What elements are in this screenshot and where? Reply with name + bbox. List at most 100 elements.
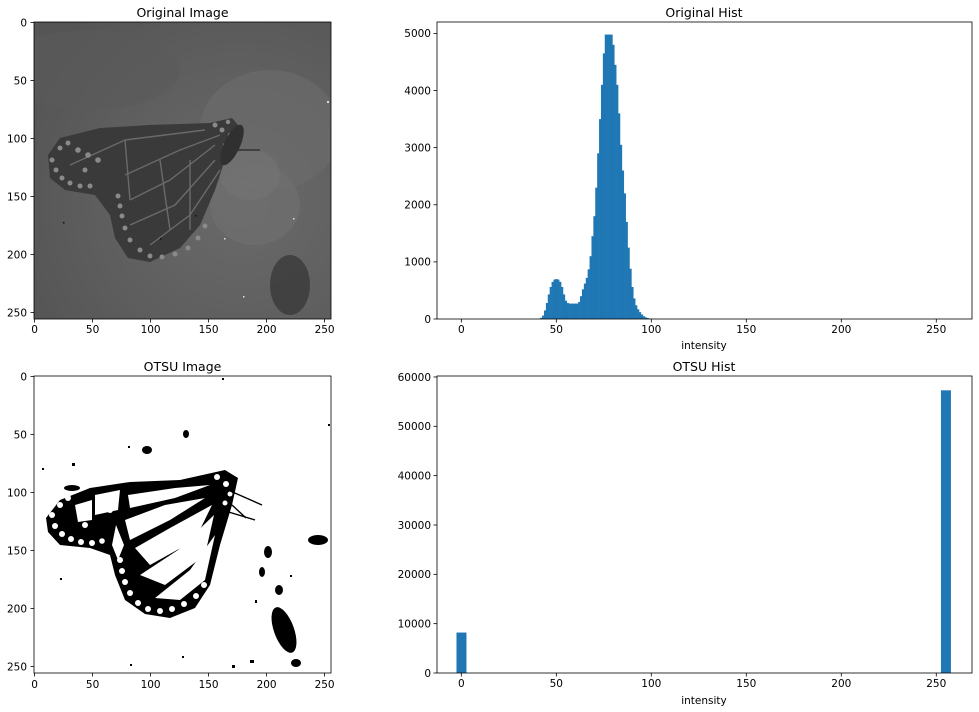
original-hist-bar — [580, 296, 583, 319]
original-hist-bar — [638, 312, 642, 319]
otsu-image-x-tick-200: 200 — [257, 673, 277, 691]
original-hist-y-tick-2000: 2000 — [404, 200, 437, 212]
otsu-image-x-tick-0: 0 — [31, 673, 38, 691]
svg-text:0: 0 — [20, 18, 27, 30]
original-image-panel: Original Image — [7, 5, 335, 336]
original-hist-bar — [555, 279, 558, 319]
original-hist-bar — [562, 294, 566, 319]
original-hist-bar — [547, 294, 550, 319]
original-hist-bar — [621, 170, 625, 319]
otsu-hist-panel: OTSU Hist 0 50 100 150 200 250 0 10000 20000 300… — [398, 359, 973, 707]
svg-text:4000: 4000 — [404, 85, 431, 97]
svg-text:250: 250 — [315, 324, 335, 336]
original-hist-bar — [578, 301, 581, 319]
svg-text:100: 100 — [141, 679, 161, 691]
original-hist-panel: Original Hist 0 50 100 150 200 250 0 1000 2000 3… — [404, 5, 973, 352]
original-image-x-tick-250: 250 — [315, 319, 335, 336]
svg-text:0: 0 — [31, 679, 38, 691]
original-hist-bar — [587, 269, 590, 319]
original-hist-bar — [612, 44, 615, 319]
original-hist-y-tick-3000: 3000 — [404, 142, 437, 154]
original-hist-bar — [616, 84, 619, 319]
otsu-image-title: OTSU Image — [144, 359, 222, 374]
otsu-image-x-tick-50: 50 — [86, 673, 99, 691]
svg-text:50: 50 — [550, 324, 563, 336]
otsu-image-panel: OTSU Image — [7, 359, 335, 691]
original-hist-bars — [540, 34, 653, 320]
original-hist-bar — [568, 303, 571, 319]
otsu-hist-x-tick-100: 100 — [641, 673, 661, 690]
svg-text:0: 0 — [31, 324, 38, 336]
otsu-image-y-tick-150: 150 — [7, 546, 34, 558]
original-hist-x-tick-250: 250 — [926, 319, 946, 336]
original-hist-bar — [633, 298, 636, 319]
original-image-title: Original Image — [136, 5, 228, 20]
otsu-image-y-tick-200: 200 — [7, 604, 34, 616]
original-hist-bar — [553, 279, 556, 319]
original-hist-bar — [593, 216, 596, 319]
otsu-image-x-ticks: 0 50 100 150 200 250 — [31, 673, 335, 691]
original-hist-x-tick-0: 0 — [458, 319, 465, 336]
original-image-y-tick-0: 0 — [20, 18, 34, 30]
original-hist-bar — [572, 303, 575, 319]
original-hist-xlabel: intensity — [681, 340, 727, 352]
svg-text:150: 150 — [199, 324, 219, 336]
svg-text:5000: 5000 — [404, 28, 431, 40]
svg-text:1000: 1000 — [404, 257, 431, 269]
original-hist-bar — [564, 300, 568, 319]
svg-text:50: 50 — [14, 430, 27, 442]
svg-text:100: 100 — [141, 324, 161, 336]
svg-text:200: 200 — [257, 324, 277, 336]
original-image-picture — [34, 22, 331, 319]
svg-text:0: 0 — [458, 324, 465, 336]
otsu-hist-y-tick-10000: 10000 — [398, 618, 437, 630]
otsu-image-y-tick-250: 250 — [7, 662, 34, 674]
otsu-hist-y-tick-60000: 60000 — [398, 372, 437, 384]
otsu-hist-y-tick-50000: 50000 — [398, 421, 437, 433]
original-hist-bar — [566, 303, 569, 319]
original-image-x-tick-200: 200 — [257, 319, 277, 336]
svg-text:100: 100 — [641, 324, 661, 336]
original-hist-bar — [583, 283, 587, 319]
original-hist-bar — [640, 314, 644, 319]
original-hist-bar — [619, 144, 623, 319]
original-hist-y-ticks: 0 1000 2000 3000 4000 5000 — [404, 28, 437, 326]
original-hist-bar — [625, 221, 628, 319]
original-image-y-ticks: 0 50 100 150 200 250 — [7, 18, 34, 320]
svg-text:250: 250 — [926, 324, 946, 336]
svg-text:150: 150 — [7, 546, 27, 558]
svg-text:60000: 60000 — [398, 372, 431, 384]
original-hist-bar — [646, 317, 649, 319]
otsu-hist-x-tick-150: 150 — [736, 673, 756, 690]
original-hist-x-tick-200: 200 — [831, 319, 851, 336]
original-hist-bar — [608, 34, 611, 320]
svg-text:0: 0 — [424, 314, 431, 326]
original-hist-bar — [561, 287, 564, 319]
otsu-hist-x-ticks: 0 50 100 150 200 250 — [458, 673, 946, 690]
svg-text:0: 0 — [20, 372, 27, 384]
otsu-hist-y-tick-20000: 20000 — [398, 569, 437, 581]
original-hist-x-tick-100: 100 — [641, 319, 661, 336]
original-hist-y-tick-0: 0 — [424, 314, 437, 326]
original-hist-bar — [543, 310, 547, 319]
original-hist-bar — [610, 34, 613, 320]
original-hist-y-tick-5000: 5000 — [404, 28, 437, 40]
original-hist-bar — [559, 281, 562, 319]
original-image-x-tick-0: 0 — [31, 319, 38, 336]
original-hist-bar — [629, 268, 632, 319]
original-hist-bar — [623, 193, 626, 319]
svg-text:200: 200 — [831, 678, 851, 690]
svg-text:0: 0 — [458, 678, 465, 690]
original-hist-bar — [574, 303, 577, 319]
svg-text:200: 200 — [831, 324, 851, 336]
otsu-image-x-tick-100: 100 — [141, 673, 161, 691]
original-hist-y-tick-4000: 4000 — [404, 85, 437, 97]
svg-text:50000: 50000 — [398, 421, 431, 433]
svg-text:50: 50 — [86, 679, 99, 691]
otsu-image-y-tick-0: 0 — [20, 372, 34, 384]
svg-text:50: 50 — [550, 678, 563, 690]
original-hist-bar — [599, 119, 602, 319]
original-hist-bar — [589, 256, 592, 319]
original-image-y-tick-200: 200 — [7, 250, 34, 262]
otsu-image-picture — [34, 376, 331, 673]
